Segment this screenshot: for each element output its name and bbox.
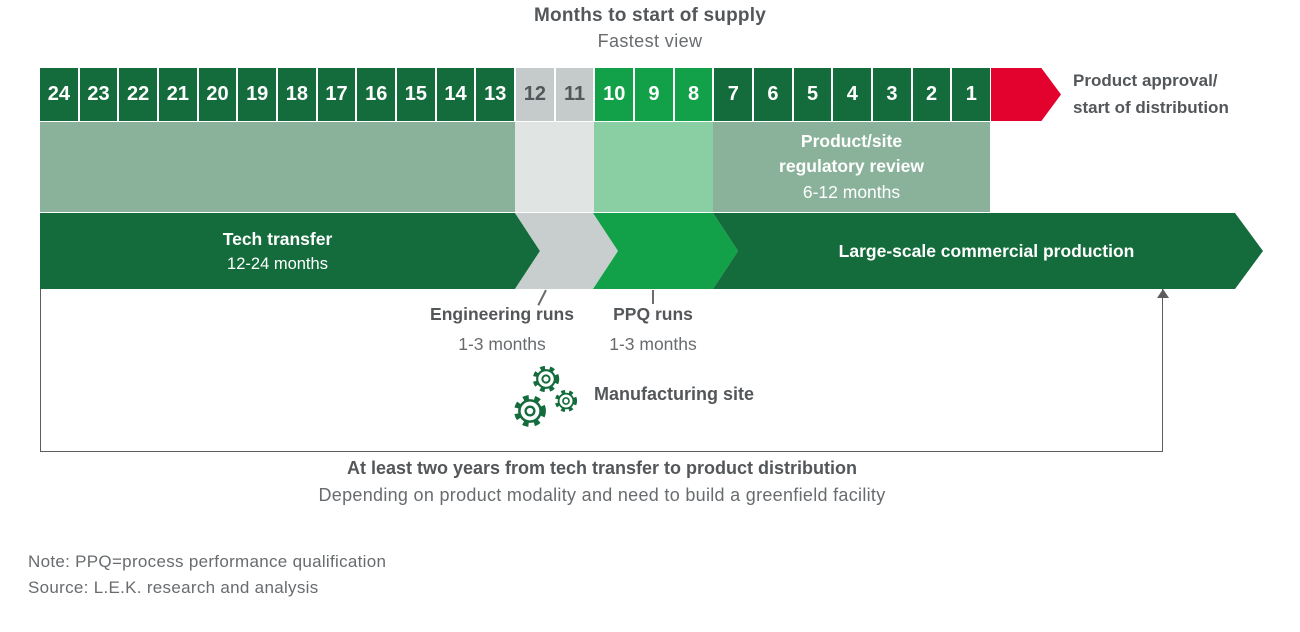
month-cell-15: 15 [397, 68, 435, 121]
ppq-runs-leader-line [652, 290, 654, 304]
ppq-runs-label: PPQ runs [613, 304, 693, 324]
product-approval-label: Product approval/ start of distribution [1073, 66, 1229, 123]
month-cell-6: 6 [754, 68, 792, 121]
tech-transfer-arrow: Tech transfer 12-24 months [40, 213, 540, 289]
month-cell-10: 10 [595, 68, 634, 121]
month-cell-24: 24 [40, 68, 78, 121]
ppq-runs-label-block: PPQ runs 1-3 months [578, 301, 728, 358]
regulatory-review-block: Product/site regulatory review 6-12 mont… [713, 122, 990, 212]
month-cell-18: 18 [278, 68, 316, 121]
month-cell-16: 16 [357, 68, 396, 121]
overlay-engineering-span [515, 122, 594, 212]
month-cell-21: 21 [159, 68, 197, 121]
month-cell-17: 17 [317, 68, 356, 121]
month-cell-12: 12 [516, 68, 554, 121]
tech-transfer-label: Tech transfer [222, 228, 333, 249]
month-cell-4: 4 [833, 68, 872, 121]
regulatory-review-line2: regulatory review [779, 156, 924, 177]
page-subtitle: Fastest view [597, 31, 703, 51]
page-title: Months to start of supply [534, 5, 766, 26]
month-cell-11: 11 [555, 68, 594, 121]
ppq-runs-duration: 1-3 months [609, 334, 697, 355]
month-cell-7: 7 [714, 68, 753, 121]
overlay-ppq-span [594, 122, 713, 212]
month-cell-13: 13 [476, 68, 515, 121]
product-approval-arrow-icon [991, 68, 1061, 121]
footnote-source: Source: L.E.K. research and analysis [28, 578, 319, 597]
month-cell-19: 19 [238, 68, 277, 121]
month-cell-5: 5 [793, 68, 832, 121]
engineering-runs-label: Engineering runs [430, 304, 574, 324]
bracket-arrowhead-icon [1157, 289, 1169, 298]
duration-bracket [40, 289, 1163, 452]
month-cell-2: 2 [912, 68, 951, 121]
engineering-runs-duration: 1-3 months [458, 334, 546, 355]
footnote-note: Note: PPQ=process performance qualificat… [28, 552, 387, 571]
month-cell-20: 20 [198, 68, 237, 121]
manufacturing-site-label: Manufacturing site [594, 384, 755, 404]
months-row: 24 23 22 21 20 19 18 17 16 15 14 13 12 11 10 9 8 7 6 5 4 3 2 1 [40, 68, 991, 121]
regulatory-review-duration: 6-12 months [802, 181, 901, 202]
tech-transfer-duration: 12-24 months [227, 254, 328, 273]
month-cell-23: 23 [79, 68, 118, 121]
month-cell-14: 14 [436, 68, 475, 121]
bracket-subheading: Depending on product modality and need t… [318, 485, 886, 505]
month-cell-3: 3 [873, 68, 911, 121]
regulatory-review-line1: Product/site [800, 130, 903, 151]
month-cell-8: 8 [674, 68, 713, 121]
bracket-heading: At least two years from tech transfer to… [346, 458, 858, 478]
month-cell-1: 1 [952, 68, 991, 121]
product-approval-line1: Product approval/ [1073, 71, 1218, 91]
engineering-runs-label-block: Engineering runs 1-3 months [402, 301, 602, 358]
month-cell-9: 9 [635, 68, 673, 121]
overlay-tech-transfer-span [40, 122, 515, 212]
production-label: Large-scale commercial production [838, 240, 1135, 261]
product-approval-line2: start of distribution [1073, 97, 1229, 117]
month-cell-22: 22 [119, 68, 158, 121]
gears-icon [503, 358, 578, 438]
production-arrow: Large-scale commercial production [713, 213, 1263, 289]
